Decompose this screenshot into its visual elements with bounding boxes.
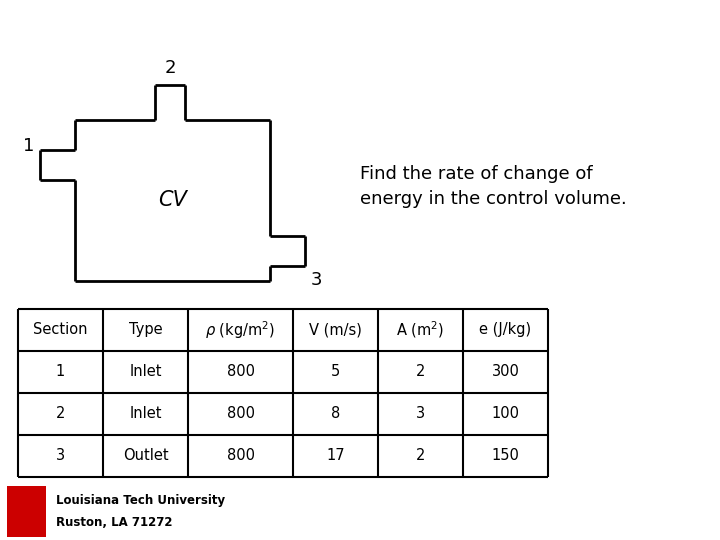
Text: 3: 3 [311,271,323,288]
Text: Ruston, LA 71272: Ruston, LA 71272 [56,516,172,529]
Text: 300: 300 [492,364,519,379]
Text: 800: 800 [227,448,254,463]
Text: Example 3.1 from White: Example 3.1 from White [114,18,606,52]
Text: Find the rate of change of: Find the rate of change of [360,165,593,184]
Text: 5: 5 [331,364,340,379]
Text: Inlet: Inlet [130,364,162,379]
Text: Outlet: Outlet [122,448,168,463]
Text: Louisiana Tech University: Louisiana Tech University [56,494,225,507]
Bar [7,486,46,537]
Text: Inlet: Inlet [130,407,162,421]
Text: 2: 2 [416,364,426,379]
Text: 800: 800 [227,407,254,421]
Text: Section: Section [33,322,88,337]
Text: A (m$^2$): A (m$^2$) [397,319,444,340]
Text: $\rho$ (kg/m$^2$): $\rho$ (kg/m$^2$) [205,319,276,341]
Text: 2: 2 [416,448,426,463]
Text: 3: 3 [56,448,65,463]
Text: 3: 3 [416,407,425,421]
Text: 1: 1 [22,137,34,156]
Text: e (J/kg): e (J/kg) [480,322,531,337]
Text: 2: 2 [56,407,66,421]
Text: V (m/s): V (m/s) [309,322,362,337]
Text: 150: 150 [492,448,519,463]
Text: 2: 2 [164,59,176,77]
Text: 17: 17 [326,448,345,463]
Text: 100: 100 [492,407,520,421]
Text: energy in the control volume.: energy in the control volume. [360,191,626,208]
Text: CV: CV [158,191,187,211]
Text: 800: 800 [227,364,254,379]
Text: Type: Type [129,322,162,337]
Text: 1: 1 [56,364,65,379]
Text: 8: 8 [331,407,340,421]
